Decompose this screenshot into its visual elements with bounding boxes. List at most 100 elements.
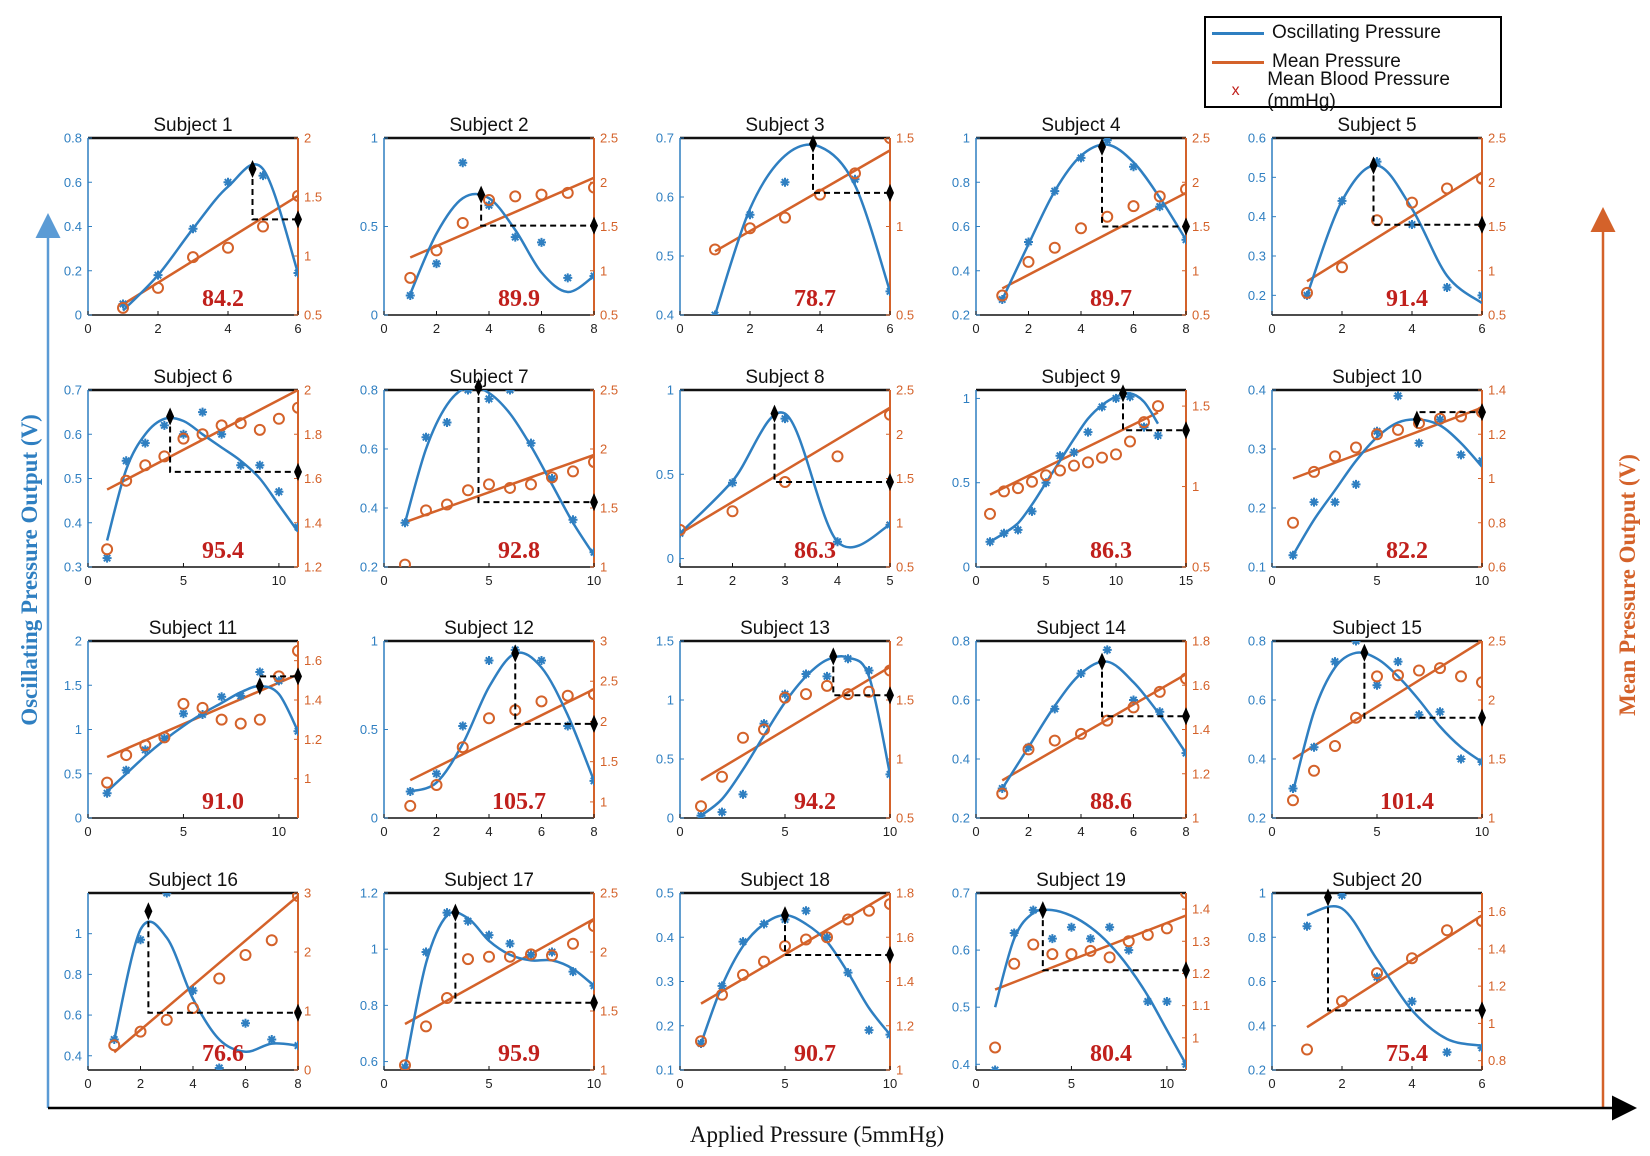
subject-6-oscillating-point bbox=[255, 460, 265, 470]
subject-19-title: Subject 19 bbox=[1036, 870, 1126, 891]
subject-20-title: Subject 20 bbox=[1332, 870, 1422, 891]
subject-2-x-tick-label: 2 bbox=[433, 321, 440, 336]
subject-1-mean-point bbox=[292, 189, 298, 202]
subject-6-oscillating-point bbox=[102, 553, 112, 563]
subject-10-oscillating-point bbox=[1414, 438, 1424, 448]
subject-17-map-dashed-line bbox=[454, 912, 594, 1004]
subject-2-title: Subject 2 bbox=[449, 115, 528, 136]
subject-14-mean-point bbox=[1101, 714, 1114, 727]
subject-8-left-tick-label: 0.5 bbox=[656, 467, 674, 482]
subject-10-oscillating-point bbox=[1330, 497, 1340, 507]
subject-5-oscillating-point bbox=[1302, 290, 1312, 300]
subject-15-peak-marker bbox=[1360, 643, 1369, 662]
subject-20-left-tick-label: 1 bbox=[1259, 886, 1266, 901]
subject-2-left-tick-label: 0 bbox=[371, 308, 378, 323]
subject-3-left-tick-label: 0.7 bbox=[656, 131, 674, 146]
subject-4-oscillating-point bbox=[1024, 237, 1033, 247]
subject-19-mean-point bbox=[1103, 951, 1116, 964]
subject-8-oscillating-point bbox=[728, 478, 737, 488]
subject-13-oscillating-point bbox=[843, 654, 853, 664]
subject-14-mean-point bbox=[1048, 734, 1061, 747]
subject-14-x-tick-label: 6 bbox=[1130, 824, 1137, 839]
subject-12-panel: Subject 12 0 2 4 6 8 0 0.5 1 1 1.5 2 2.5 3 105.7 bbox=[360, 618, 618, 839]
subject-6-left-tick-label: 0.3 bbox=[64, 560, 82, 575]
subject-5-x-tick-label: 4 bbox=[1408, 321, 1415, 336]
subject-3-x-tick-label: 0 bbox=[676, 321, 683, 336]
subject-5-mean-point bbox=[1441, 182, 1453, 195]
subject-15-oscillating-point bbox=[1456, 754, 1466, 764]
subject-2-right-tick-label: 2.5 bbox=[600, 131, 618, 146]
subject-12-oscillating-point bbox=[563, 721, 573, 731]
subject-4-mean-fit-line bbox=[1001, 191, 1186, 290]
subject-12-mean-point bbox=[430, 779, 443, 792]
subject-4-oscillating-point bbox=[1155, 202, 1165, 212]
subject-3-panel: Subject 3 0 2 4 6 0.4 0.5 0.6 0.7 0.5 1 1.5 78.7 bbox=[656, 115, 914, 336]
subject-4-map-dashed-line bbox=[1101, 146, 1186, 228]
subject-6-right-tick-label: 1.8 bbox=[304, 427, 322, 442]
subject-4-plot-area bbox=[976, 138, 1186, 315]
subject-5-left-tick-label: 0.2 bbox=[1248, 288, 1266, 303]
subject-6-map-dashed-line bbox=[169, 416, 298, 473]
subject-1-right-tick-label: 2 bbox=[304, 131, 311, 146]
subject-16-left-tick-label: 1 bbox=[75, 926, 82, 941]
subject-19-oscillating-point bbox=[1105, 922, 1115, 932]
subject-17-right-tick-label: 2.5 bbox=[600, 886, 618, 901]
subject-10-mean-point bbox=[1476, 406, 1482, 419]
subject-2-oscillating-fit-curve bbox=[409, 192, 594, 295]
subject-3-oscillating-point bbox=[710, 310, 720, 315]
subject-13-panel: Subject 13 0 5 10 0 0.5 1 1.5 0.5 1 1.5 2 94.2 bbox=[656, 618, 914, 839]
subject-19-left-tick-label: 0.7 bbox=[952, 886, 970, 901]
subject-12-right-tick-label: 1 bbox=[600, 794, 607, 809]
subject-16-mean-point bbox=[213, 972, 226, 985]
subject-17-oscillating-point bbox=[442, 908, 452, 918]
subject-6-oscillating-point bbox=[293, 522, 298, 532]
subject-12-mean-point bbox=[561, 689, 574, 702]
subject-5-oscillating-fit-curve bbox=[1305, 164, 1482, 305]
subject-17-oscillating-point bbox=[589, 981, 594, 991]
subject-8-oscillating-fit-curve bbox=[680, 411, 890, 549]
subject-12-oscillating-point bbox=[405, 786, 415, 796]
subject-12-oscillating-point bbox=[537, 655, 546, 665]
subject-4-x-tick-label: 8 bbox=[1182, 321, 1189, 336]
subject-18-right-tick-label: 1.6 bbox=[896, 930, 914, 945]
subject-12-left-tick-label: 0.5 bbox=[360, 722, 378, 737]
subject-17-right-tick-label: 1.5 bbox=[600, 1004, 618, 1019]
subject-16-oscillating-point bbox=[214, 1063, 224, 1070]
subject-20-mean-fit-line bbox=[1306, 914, 1482, 1029]
subject-13-plot-content bbox=[695, 654, 890, 818]
subject-13-left-tick-label: 1.5 bbox=[656, 634, 674, 649]
subject-3-mean-point bbox=[744, 222, 756, 235]
subject-20-right-tick-label: 1 bbox=[1488, 1016, 1495, 1031]
subject-10-mean-point bbox=[1392, 423, 1404, 436]
subject-13-mean-point bbox=[779, 691, 791, 704]
subject-8-right-tick-label: 2 bbox=[896, 427, 903, 442]
subject-18-peak-marker bbox=[781, 906, 789, 925]
subject-15-plot-content bbox=[1287, 641, 1482, 807]
subject-8-oscillating-point bbox=[780, 414, 790, 424]
legend-item-oscillating: Oscillating Pressure bbox=[1212, 20, 1441, 46]
subject-6-x-tick-label: 0 bbox=[84, 573, 91, 588]
subject-16-mean-point bbox=[160, 1013, 173, 1026]
subject-19-mean-point bbox=[1008, 957, 1021, 970]
subject-17-right-tick-label: 2 bbox=[600, 945, 607, 960]
subject-19-mean-point bbox=[1027, 938, 1040, 951]
subject-18-oscillating-point bbox=[864, 1025, 874, 1035]
subject-6-left-tick-label: 0.6 bbox=[64, 427, 82, 442]
subject-4-mean-point bbox=[1048, 241, 1061, 254]
subject-11-oscillating-point bbox=[255, 667, 265, 677]
subject-14-oscillating-point bbox=[1024, 742, 1033, 752]
subject-7-mean-fit-line bbox=[404, 453, 594, 524]
subject-19-mean-point bbox=[1160, 922, 1173, 935]
subject-2-panel: Subject 2 0 2 4 6 8 0 0.5 1 0.5 1 1.5 2 2.5 89.9 bbox=[360, 115, 618, 336]
subject-1-left-tick-label: 0.6 bbox=[64, 175, 82, 190]
subject-1-oscillating-point bbox=[293, 268, 298, 278]
subject-18-left-tick-label: 0.5 bbox=[656, 886, 674, 901]
subject-19-peak-marker bbox=[1038, 901, 1047, 920]
subject-20-oscillating-point bbox=[1337, 893, 1347, 900]
subject-16-plot-content bbox=[108, 893, 298, 1070]
subject-13-peak-marker bbox=[829, 647, 838, 666]
subject-4-oscillating-point bbox=[1181, 235, 1186, 245]
subject-7-right-tick-label: 1 bbox=[600, 560, 607, 575]
subject-18-oscillating-point bbox=[885, 1030, 890, 1040]
subject-10-mean-point bbox=[1371, 428, 1383, 441]
